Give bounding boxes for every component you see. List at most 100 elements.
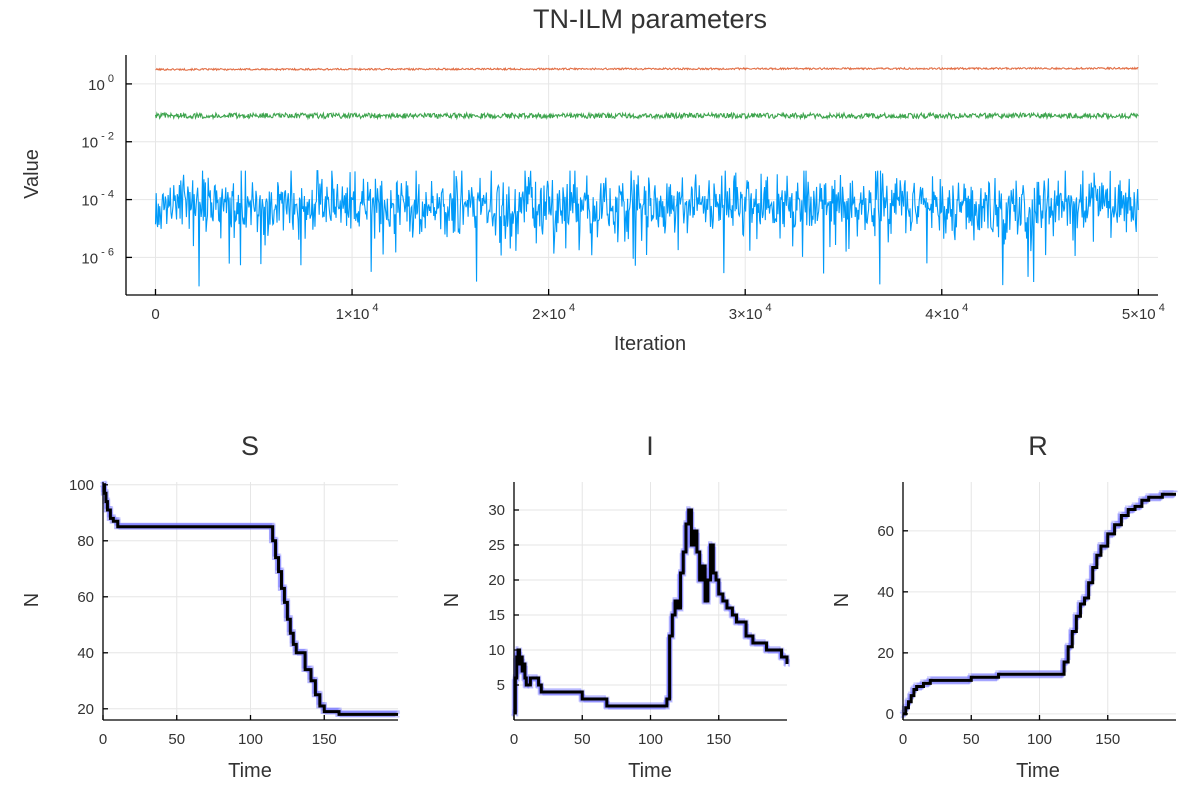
y-tick-label: 15 [488,607,505,624]
y-tick-label: 40 [77,645,94,662]
tick-exponent: 4 [369,302,378,314]
y-tick-label: 20 [488,572,505,589]
posterior-sample-line [512,507,787,712]
y-tick-label: 40 [877,584,894,601]
chart-title: S [241,431,259,461]
axes [102,482,398,721]
tick-labels: 0 1×10 4 2×10 4 3×10 4 4×10 4 5×10 410 010 - … [81,73,1164,323]
chart-s: S 0 50 100 150 20 40 60 80 100 Time N [21,431,401,782]
x-tick-label: 0 [899,731,907,748]
x-axis-label: Time [228,760,272,782]
posterior-sample-line [104,483,400,715]
y-tick-label: 10 - 6 [81,246,114,267]
tick-labels: 0 50 100 150 5 10 15 20 25 30 [488,502,731,748]
axes [902,482,1176,721]
y-tick-label: 25 [488,537,505,554]
chart-r: R 0 50 100 150 0 20 40 60 Time N [831,431,1178,782]
y-tick-label: 30 [488,502,505,519]
tick-base: 1×10 [336,306,370,323]
tick-base: 3×10 [729,306,763,323]
y-tick-label: 60 [77,589,94,606]
posterior-sample-line [511,511,785,716]
x-axis-label: Time [1016,760,1060,782]
tick-base: 10 [81,193,98,210]
posterior-sample-line [513,509,788,714]
posterior-sample-line [900,490,1174,712]
x-tick-label: 50 [574,731,591,748]
posterior-sample-line [512,509,786,714]
y-tick-label: 10 0 [88,73,114,94]
grid [513,482,787,720]
x-tick-label: 100 [638,731,663,748]
tick-labels: 0 50 100 150 20 40 60 80 100 [69,477,337,748]
posterior-sample-line [104,486,400,718]
chart-title: TN-ILM parameters [533,4,767,34]
posterior-sample-line [100,485,396,717]
posterior-sample-line [512,508,787,713]
posterior-sample-line [512,510,786,715]
y-tick-label: 10 - 4 [81,189,114,210]
tick-base: 0 [151,306,159,323]
chart-title: R [1028,431,1048,461]
posterior-sample-line [515,507,790,713]
y-tick-label: 10 - 2 [81,131,114,152]
posterior-sample-line [100,485,396,717]
tick-exponent: 4 [566,302,575,314]
series-line [154,110,1139,121]
tick-exponent: 4 [763,302,772,314]
x-tick-label: 5×10 4 [1122,302,1165,323]
tick-base: 2×10 [532,306,566,323]
axes [125,55,1158,296]
y-axis-label: N [831,593,853,607]
y-tick-label: 60 [877,523,894,540]
y-axis-label: Value [21,149,43,199]
tick-exponent: - 2 [98,131,114,143]
posterior-sample-line [105,482,401,714]
line-group [903,492,1176,716]
posterior-sample-line [512,505,787,711]
line-group [102,483,398,716]
x-tick-label: 100 [1027,731,1052,748]
posterior-sample-line [100,482,396,714]
x-tick-label: 150 [1095,731,1120,748]
series-line [154,170,1139,287]
tick-base: 10 [81,250,98,267]
y-tick-label: 0 [886,706,894,723]
x-axis-label: Time [628,760,672,782]
y-tick-label: 80 [77,533,94,550]
y-axis-label: N [21,593,43,607]
posterior-sample-line [515,508,790,714]
series-group [154,66,1139,287]
x-tick-label: 3×10 4 [729,302,772,323]
x-tick-label: 50 [168,731,185,748]
x-axis-label: Iteration [614,333,686,355]
y-tick-label: 20 [877,645,894,662]
chart-i: I 0 50 100 150 5 10 15 20 25 30 Time N [441,431,791,782]
chart-parameters: TN-ILM parameters 0 1×10 4 2×10 4 3×10 4 4×1… [21,4,1165,355]
x-tick-label: 2×10 4 [532,302,575,323]
posterior-sample-line [102,483,398,716]
tick-base: 4×10 [925,306,959,323]
tick-exponent: 4 [959,302,968,314]
y-tick-label: 100 [69,477,94,494]
grid [102,482,398,720]
x-tick-label: 0 [510,731,518,748]
y-tick-label: 20 [77,701,94,718]
observed-line [513,508,789,715]
tick-exponent: 0 [105,73,114,85]
posterior-sample-line [512,510,787,716]
observed-line [102,483,398,716]
tick-base: 10 [81,135,98,152]
y-tick-label: 10 [488,642,505,659]
axes [513,482,787,721]
band-group [899,490,1178,719]
x-tick-label: 4×10 4 [925,302,968,323]
x-tick-label: 0 [99,731,107,748]
posterior-sample-line [104,480,400,712]
observed-line [903,492,1176,716]
tick-exponent: - 4 [98,189,114,201]
x-tick-label: 50 [963,731,980,748]
y-axis-label: N [441,593,463,607]
x-tick-label: 0 [151,306,159,323]
